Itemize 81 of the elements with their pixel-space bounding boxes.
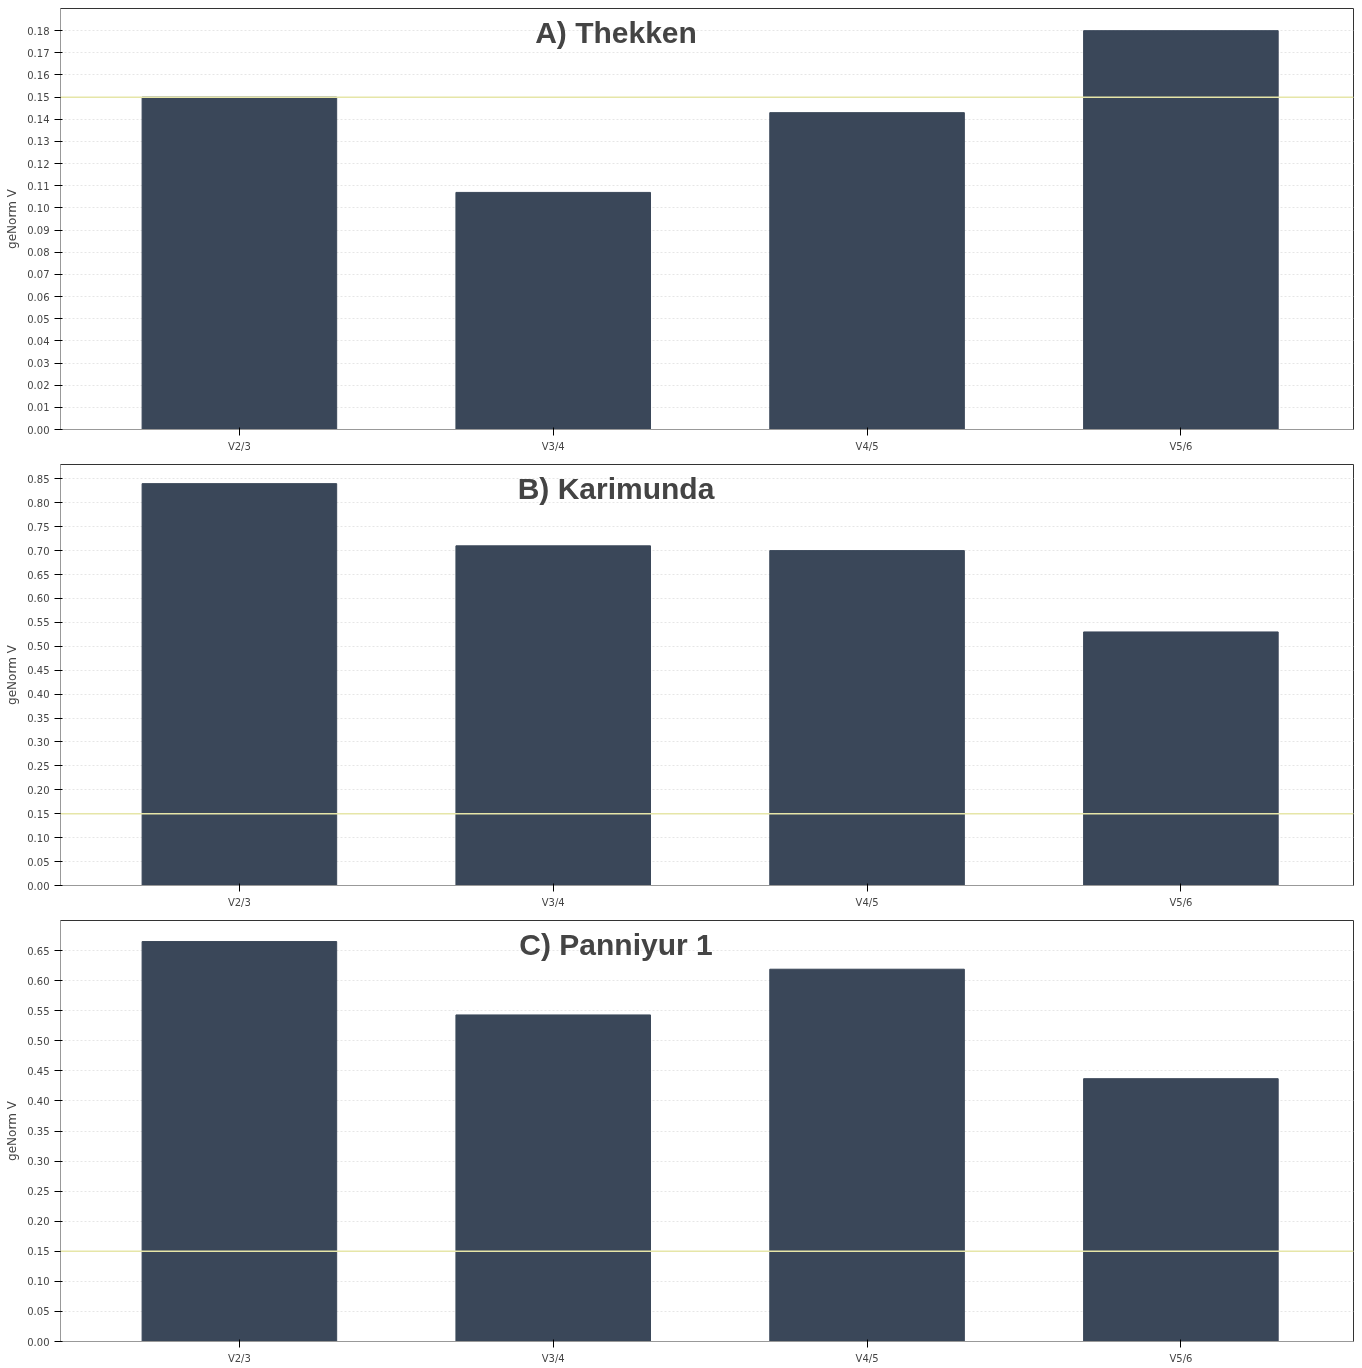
y-tick-label: 0.15 bbox=[27, 92, 50, 104]
y-tick-label: 0.25 bbox=[27, 1186, 50, 1198]
y-tick-label: 0.85 bbox=[27, 473, 50, 485]
y-axis-title: geNorm V bbox=[5, 644, 20, 705]
chart-title: A) Thekken bbox=[535, 15, 697, 49]
x-tick-label: V2/3 bbox=[227, 440, 251, 452]
y-tick-label: 0.03 bbox=[27, 358, 50, 370]
y-tick-label: 0.15 bbox=[27, 808, 50, 820]
y-tick-label: 0.10 bbox=[27, 1276, 50, 1288]
x-tick-label: V5/6 bbox=[1169, 896, 1193, 908]
x-tick-label: V3/4 bbox=[541, 896, 565, 908]
y-tick-label: 0.60 bbox=[27, 975, 50, 987]
y-tick-label: 0.35 bbox=[27, 713, 50, 725]
y-tick-label: 0.15 bbox=[27, 1246, 50, 1258]
y-tick-label: 0.05 bbox=[27, 313, 50, 325]
x-tick-label: V5/6 bbox=[1169, 440, 1193, 452]
y-tick-label: 0.55 bbox=[27, 617, 50, 629]
y-tick-label: 0.18 bbox=[27, 25, 50, 37]
y-axis-title: geNorm V bbox=[5, 188, 20, 249]
y-tick-label: 0.25 bbox=[27, 760, 50, 772]
y-tick-label: 0.80 bbox=[27, 497, 50, 509]
bar bbox=[769, 968, 965, 1342]
y-tick-label: 0.05 bbox=[27, 856, 50, 868]
y-tick-label: 0.40 bbox=[27, 689, 50, 701]
y-tick-label: 0.45 bbox=[27, 1065, 50, 1077]
y-tick-label: 0.01 bbox=[27, 402, 50, 414]
x-tick-label: V4/5 bbox=[855, 440, 879, 452]
bar bbox=[455, 545, 652, 886]
y-tick-label: 0.14 bbox=[27, 114, 50, 126]
y-tick-label: 0.75 bbox=[27, 521, 50, 533]
y-tick-label: 0.20 bbox=[27, 784, 50, 796]
y-tick-label: 0.10 bbox=[27, 832, 50, 844]
y-tick-label: 0.04 bbox=[27, 335, 50, 347]
y-tick-label: 0.08 bbox=[27, 247, 50, 259]
bar bbox=[769, 550, 965, 886]
bar bbox=[455, 1014, 652, 1342]
y-tick-label: 0.05 bbox=[27, 1306, 50, 1318]
y-tick-label: 0.00 bbox=[27, 1336, 50, 1348]
y-tick-label: 0.07 bbox=[27, 269, 50, 281]
x-tick-label: V4/5 bbox=[855, 1352, 879, 1364]
chart-title: B) Karimunda bbox=[517, 471, 715, 505]
bar bbox=[141, 96, 338, 430]
y-tick-label: 0.17 bbox=[27, 47, 50, 59]
bar bbox=[1083, 30, 1279, 430]
y-tick-label: 0.60 bbox=[27, 593, 50, 605]
x-tick-label: V4/5 bbox=[855, 896, 879, 908]
y-tick-label: 0.30 bbox=[27, 1156, 50, 1168]
bar bbox=[141, 941, 338, 1342]
y-tick-label: 0.40 bbox=[27, 1095, 50, 1107]
bar bbox=[141, 483, 338, 886]
y-tick-label: 0.30 bbox=[27, 736, 50, 748]
x-tick-label: V2/3 bbox=[227, 1352, 251, 1364]
y-tick-label: 0.00 bbox=[27, 424, 50, 436]
bar bbox=[1083, 631, 1279, 886]
x-tick-label: V2/3 bbox=[227, 896, 251, 908]
y-tick-label: 0.50 bbox=[27, 641, 50, 653]
bar bbox=[769, 112, 965, 430]
y-tick-label: 0.10 bbox=[27, 202, 50, 214]
y-tick-label: 0.35 bbox=[27, 1126, 50, 1137]
y-tick-label: 0.50 bbox=[27, 1035, 50, 1047]
y-tick-label: 0.09 bbox=[27, 225, 50, 237]
y-axis-title: geNorm V bbox=[5, 1100, 20, 1161]
y-tick-label: 0.65 bbox=[27, 569, 50, 581]
y-tick-label: 0.65 bbox=[27, 945, 50, 957]
bar bbox=[455, 191, 652, 430]
y-tick-label: 0.70 bbox=[27, 545, 50, 557]
x-tick-label: V3/4 bbox=[541, 1352, 565, 1364]
y-tick-label: 0.11 bbox=[27, 180, 50, 192]
y-tick-label: 0.16 bbox=[27, 69, 50, 81]
y-tick-label: 0.06 bbox=[27, 291, 50, 303]
x-tick-label: V3/4 bbox=[541, 440, 565, 452]
chart-title: C) Panniyur 1 bbox=[519, 927, 713, 961]
x-tick-label: V5/6 bbox=[1169, 1352, 1193, 1364]
y-tick-label: 0.12 bbox=[27, 158, 50, 170]
y-tick-label: 0.13 bbox=[27, 136, 50, 148]
y-tick-label: 0.20 bbox=[27, 1216, 50, 1228]
bar bbox=[1083, 1078, 1279, 1342]
y-tick-label: 0.45 bbox=[27, 665, 50, 677]
y-tick-label: 0.02 bbox=[27, 380, 50, 392]
y-tick-label: 0.55 bbox=[27, 1005, 50, 1017]
y-tick-label: 0.00 bbox=[27, 880, 50, 892]
